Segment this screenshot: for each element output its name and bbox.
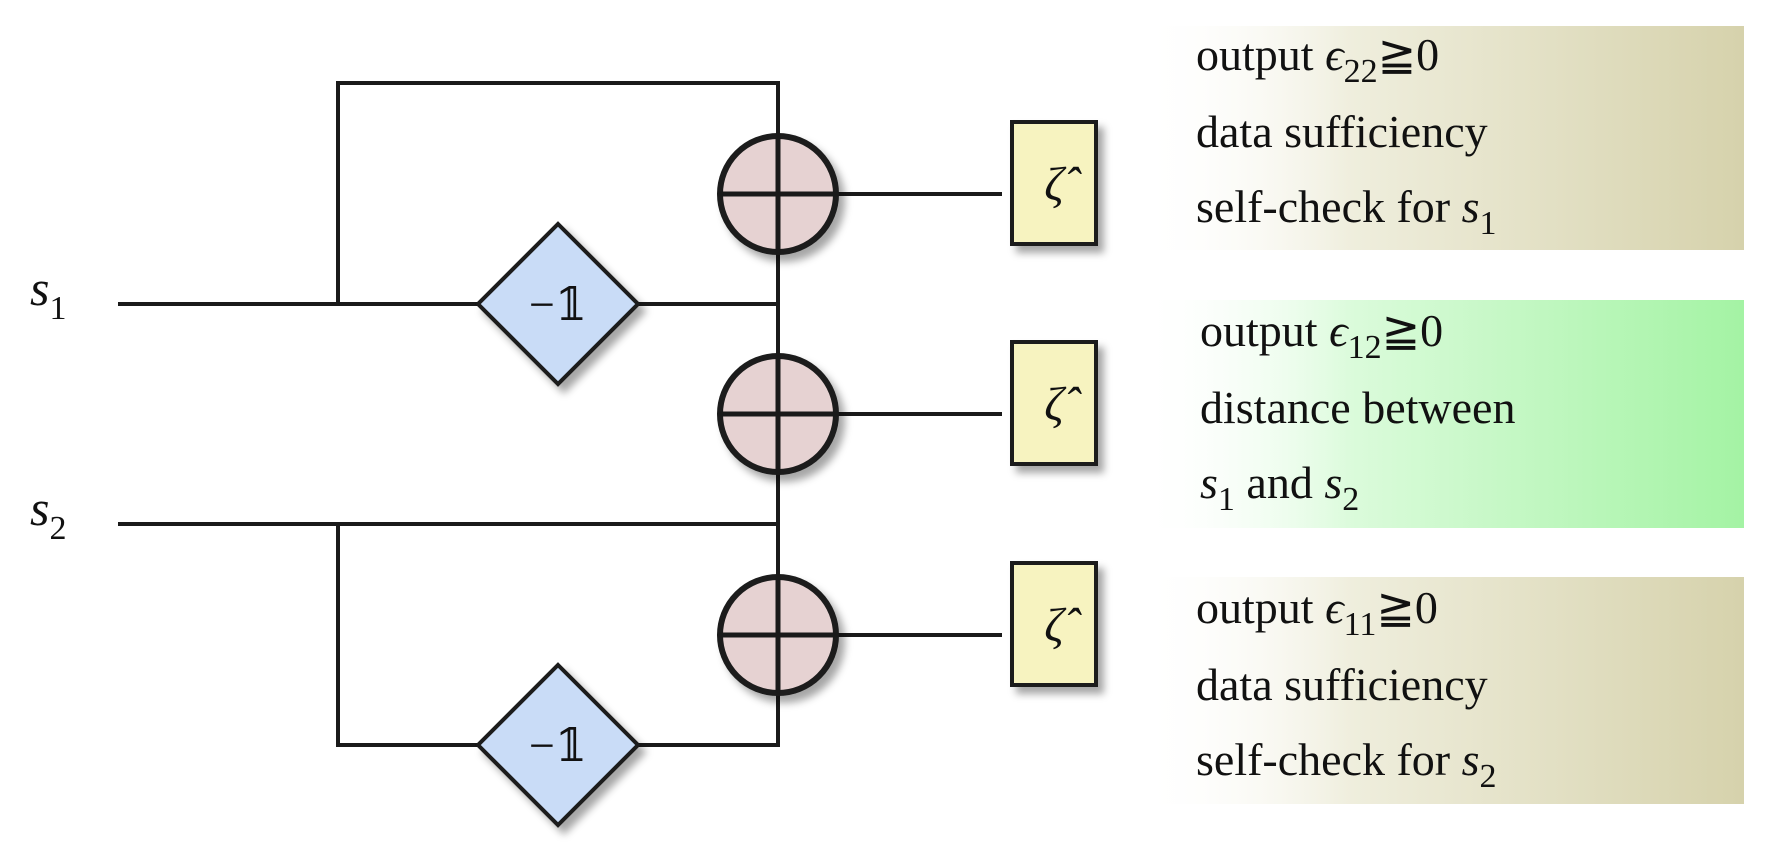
- input-label-s1: s1: [30, 260, 66, 327]
- svg-text:output ϵ22≧0: output ϵ22≧0: [1196, 29, 1439, 90]
- adder-bottom: [717, 574, 839, 696]
- operator-box-middle: [1010, 340, 1098, 466]
- output-panel-middle: [1140, 300, 1744, 528]
- wires: [118, 81, 1002, 747]
- svg-text:self-check for s1: self-check for s1: [1196, 181, 1497, 242]
- negation-label-top: −𝟙: [529, 279, 587, 330]
- output-caption-bottom: output ϵ11≧0 data sufficiency self-check…: [1196, 582, 1497, 795]
- operator-box-top: [1010, 120, 1098, 246]
- svg-text:output ϵ12≧0: output ϵ12≧0: [1200, 305, 1443, 366]
- negation-label-bottom: −𝟙: [529, 720, 587, 771]
- output-caption-top: output ϵ22≧0 data sufficiency self-check…: [1196, 29, 1497, 242]
- svg-text:s1 and s2: s1 and s2: [1200, 457, 1359, 518]
- output-panel-bottom: [1140, 577, 1744, 804]
- adder-middle: [717, 353, 839, 475]
- bottom-loop-wire: [336, 522, 482, 747]
- output-panel-top: [1140, 26, 1744, 250]
- negation-block-bottom: [475, 662, 641, 828]
- svg-text:self-check for s2: self-check for s2: [1196, 734, 1497, 795]
- svg-text:distance between: distance between: [1200, 382, 1515, 433]
- svg-text:data sufficiency: data sufficiency: [1196, 106, 1488, 157]
- top-loop-wire: [336, 81, 780, 306]
- svg-text:output ϵ11≧0: output ϵ11≧0: [1196, 582, 1438, 643]
- input-label-s2: s2: [30, 480, 66, 547]
- svg-text:data sufficiency: data sufficiency: [1196, 659, 1488, 710]
- negation-block-top: [475, 221, 641, 387]
- output-caption-middle: output ϵ12≧0 distance between s1 and s2: [1200, 305, 1515, 518]
- operator-box-bottom: [1010, 561, 1098, 687]
- adder-top: [717, 133, 839, 255]
